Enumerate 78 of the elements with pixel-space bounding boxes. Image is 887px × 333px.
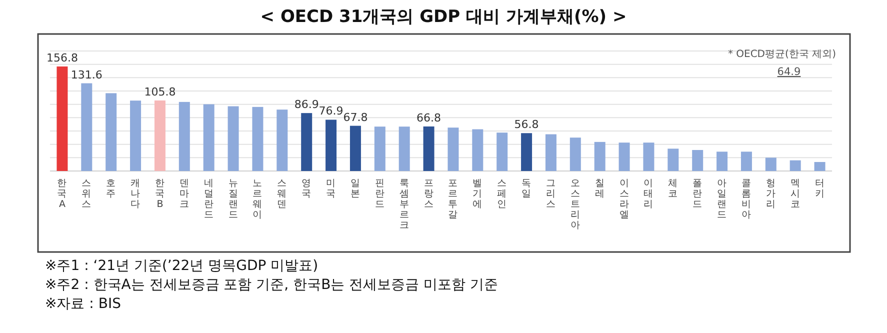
- x-tick-label: 독일: [522, 178, 532, 200]
- x-tick-label: 스페인: [497, 178, 508, 210]
- x-tick-label: 터키: [814, 178, 825, 200]
- x-tick-label: 미국: [326, 178, 336, 200]
- x-tick-label: 그리스: [546, 178, 556, 210]
- text: ※주1 : ‘21년 기준(’22년 명목GDP 미발표): [45, 258, 318, 274]
- x-tick-label: 한국B: [154, 178, 165, 210]
- x-tick-label: 포르투갈: [448, 178, 458, 220]
- bar: [814, 162, 826, 171]
- bar: [350, 126, 361, 171]
- bar: [570, 138, 581, 171]
- bar: [423, 126, 434, 171]
- x-tick-label: 오스트리아: [570, 178, 580, 231]
- x-tick-label: 콜롬비아: [741, 178, 752, 220]
- bar: [740, 152, 752, 171]
- x-tick-label: 스웨덴: [277, 178, 288, 210]
- x-tick-label: 헝가리: [766, 178, 776, 210]
- x-tick-label: 네덜란드: [204, 178, 214, 220]
- bar: [643, 142, 654, 171]
- bar: [301, 113, 312, 171]
- bar: [692, 150, 704, 171]
- data-label: 66.8: [416, 111, 442, 124]
- data-label: 105.8: [144, 85, 176, 98]
- x-tick-label: 멕시코: [790, 178, 800, 210]
- bar: [618, 142, 630, 171]
- bar: [228, 106, 239, 171]
- x-tick-label: 이스라엘: [619, 178, 630, 220]
- data-label: 76.9: [318, 104, 344, 118]
- x-tick-label: 덴마크: [179, 178, 190, 210]
- bar: [106, 93, 117, 171]
- bar: [496, 132, 508, 171]
- bar: [56, 66, 68, 171]
- annotation: 64.9: [777, 66, 801, 78]
- bar: [178, 102, 190, 171]
- text: ※자료 : BIS: [45, 296, 122, 312]
- bar: [765, 158, 776, 171]
- x-tick-label: 칠레: [594, 178, 605, 200]
- data-label: 67.8: [343, 110, 368, 124]
- x-tick-label: 아일랜드: [717, 178, 728, 220]
- x-tick-label: 한국A: [57, 178, 68, 210]
- bar: [203, 104, 214, 171]
- data-label: 156.8: [46, 51, 78, 64]
- bar: [326, 120, 337, 171]
- x-tick-label: 캐나다: [130, 178, 141, 210]
- bar: [398, 126, 410, 171]
- x-tick-label: 영국: [302, 178, 312, 200]
- x-tick-label: 프랑스: [424, 178, 434, 210]
- bar: [594, 142, 606, 171]
- x-tick-label: 룩셈부르크: [399, 178, 410, 231]
- bar: [545, 134, 556, 171]
- x-tick-label: 폴란드: [692, 178, 703, 210]
- x-tick-label: 스위스: [82, 178, 92, 210]
- bar: [130, 100, 142, 171]
- text: ※주2 : 한국A는 전세보증금 포함 기준, 한국B는 전세보증금 미포함 기준: [45, 277, 498, 293]
- x-tick-label: 핀란드: [374, 178, 385, 210]
- bar: [252, 106, 264, 171]
- bar: [448, 128, 459, 171]
- chart-title: < OECD 31개국의 GDP 대비 가계부채(%) >: [260, 7, 627, 27]
- x-tick-label: 벨기에: [472, 178, 483, 210]
- x-tick-label: 노르웨이: [252, 178, 263, 220]
- data-label: 86.9: [294, 98, 319, 112]
- annotation: * OECD평균(한국 제외): [728, 49, 836, 60]
- bar: [374, 126, 386, 171]
- bar: [154, 100, 166, 171]
- bar: [521, 133, 532, 171]
- bar: [790, 160, 801, 171]
- x-tick-label: 일본: [350, 178, 360, 200]
- x-tick-label: 체코: [668, 178, 678, 200]
- bar: [716, 152, 728, 171]
- x-tick-label: 호주: [106, 178, 116, 200]
- data-label: 131.6: [70, 68, 102, 82]
- bar: [668, 148, 679, 171]
- bar: [81, 83, 92, 171]
- x-tick-label: 이태리: [644, 178, 654, 210]
- x-tick-label: 뉴질랜드: [228, 178, 238, 220]
- bar: [472, 129, 484, 171]
- bar: [276, 110, 288, 171]
- data-label: 56.8: [514, 118, 539, 132]
